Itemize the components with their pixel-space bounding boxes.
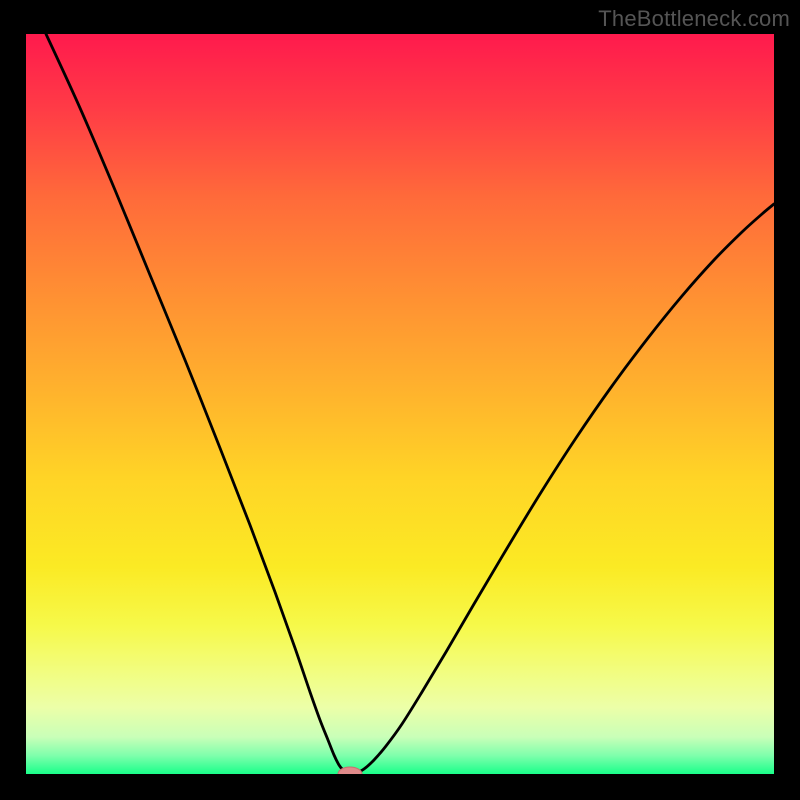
chart-container: TheBottleneck.com: [0, 0, 800, 800]
frame-left: [0, 0, 26, 800]
watermark-text: TheBottleneck.com: [598, 6, 790, 32]
gradient-plot-area: [26, 34, 774, 774]
frame-bottom: [0, 774, 800, 800]
frame-right: [774, 0, 800, 800]
bottleneck-chart: [0, 0, 800, 800]
